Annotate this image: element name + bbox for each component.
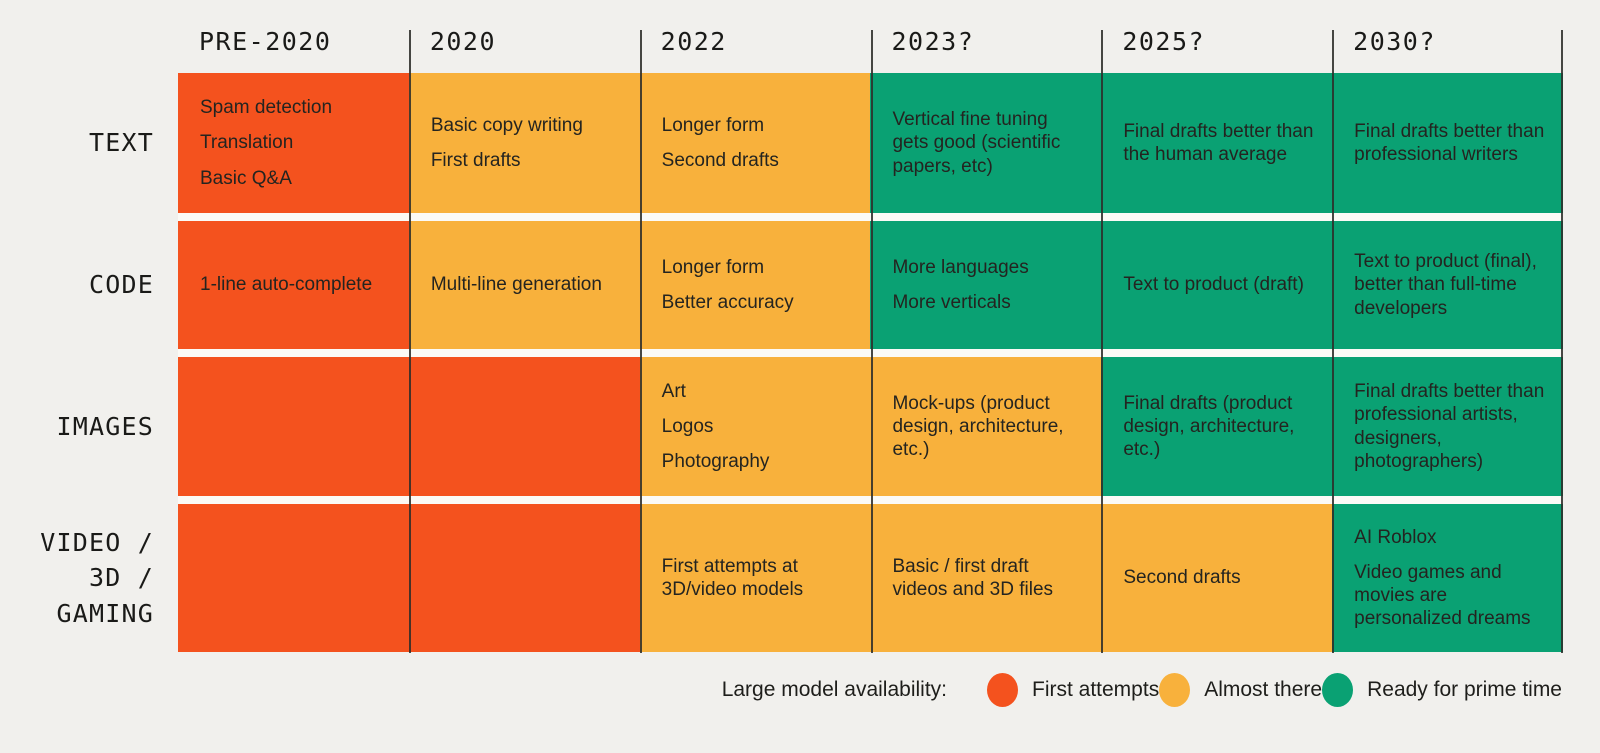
- cell-text-2030: Final drafts better than professional wr…: [1332, 73, 1563, 213]
- cell-item: First drafts: [430, 150, 521, 171]
- cell-video-2020: [408, 504, 640, 652]
- cell-item: Final drafts better than professional wr…: [1354, 120, 1545, 165]
- cell-item: Basic / first draft videos and 3D files: [892, 555, 1054, 600]
- cell-text-2022: Longer form Second drafts: [639, 73, 871, 213]
- table-row-images: Art Logos Photography Mock-ups (product …: [178, 357, 1563, 496]
- table-row-code: 1-line auto-complete Multi-line generati…: [178, 221, 1563, 349]
- cell-code-2023: More languages More verticals: [870, 221, 1102, 349]
- cell-images-pre2020: [178, 357, 409, 496]
- column-header-2022: 2022: [660, 27, 727, 56]
- cell-images-2022: Art Logos Photography: [639, 357, 871, 496]
- cell-item: AI Roblox: [1354, 526, 1437, 548]
- cell-code-2025: Text to product (draft): [1101, 221, 1333, 349]
- cell-item: Second drafts: [1123, 567, 1241, 589]
- cell-item: Final drafts better than professional ar…: [1354, 381, 1545, 472]
- cell-item: Final drafts (product design, architectu…: [1123, 392, 1295, 461]
- legend-item-label: Ready for prime time: [1367, 678, 1562, 701]
- cell-images-2020: [408, 357, 640, 496]
- cell-item: Mock-ups (product design, architecture, …: [892, 392, 1064, 461]
- cell-text-2020: Basic copy writing First drafts: [408, 73, 640, 213]
- cell-text-2023: Vertical fine tuning gets good (scientif…: [870, 73, 1102, 213]
- column-divider: [1332, 30, 1334, 653]
- legend-title: Large model availability:: [721, 678, 947, 701]
- cell-images-2030: Final drafts better than professional ar…: [1332, 357, 1563, 496]
- cell-code-2022: Longer form Better accuracy: [639, 221, 871, 349]
- row-label-video-3d-gaming: VIDEO / 3D / GAMING: [0, 504, 178, 652]
- cell-images-2025: Final drafts (product design, architectu…: [1101, 357, 1333, 496]
- row-labels: TEXT CODE IMAGES VIDEO / 3D / GAMING: [0, 73, 178, 652]
- legend-dot-first-attempts-icon: [987, 673, 1018, 707]
- legend-item-label: First attempts: [1032, 678, 1160, 701]
- table-row-video-3d-gaming: First attempts at 3D/video models Basic …: [178, 504, 1563, 652]
- cell-item: First attempts at 3D/video models: [661, 555, 804, 600]
- cell-code-2020: Multi-line generation: [408, 221, 640, 349]
- column-divider: [409, 30, 411, 653]
- cell-video-2022: First attempts at 3D/video models: [639, 504, 871, 652]
- row-label-code: CODE: [0, 221, 178, 349]
- column-divider: [1101, 30, 1103, 653]
- legend-dot-ready-icon: [1322, 673, 1354, 707]
- cell-item: 1-line auto-complete: [200, 274, 373, 296]
- cell-item: Longer form: [661, 114, 765, 136]
- column-divider: [1561, 30, 1563, 653]
- cell-item: Final drafts better than the human avera…: [1123, 120, 1314, 165]
- cell-item: Photography: [661, 451, 770, 473]
- cell-video-pre2020: [178, 504, 409, 652]
- cell-text-2025: Final drafts better than the human avera…: [1101, 73, 1333, 213]
- row-label-line: CODE: [88, 270, 154, 300]
- column-header-2020: 2020: [429, 27, 497, 56]
- cell-code-pre2020: 1-line auto-complete: [178, 221, 409, 349]
- cell-item: Spam detection: [200, 97, 333, 119]
- row-label-line: GAMING: [56, 598, 154, 628]
- legend-item-ready: Ready for prime time: [1322, 673, 1562, 707]
- cell-code-2030: Text to product (final), better than ful…: [1332, 221, 1563, 349]
- cell-item: Longer form: [661, 256, 765, 278]
- cell-item: Text to product (draft): [1123, 274, 1304, 296]
- cell-video-2030: AI Roblox Video games and movies are per…: [1332, 504, 1563, 652]
- legend-dot-almost-there-icon: [1159, 673, 1191, 707]
- row-label-text: TEXT: [0, 73, 178, 213]
- cell-item: Video games and movies are personalized …: [1354, 561, 1531, 630]
- column-header-pre2020: PRE-2020: [199, 27, 332, 56]
- cell-item: More languages: [892, 256, 1029, 278]
- cell-item: Better accuracy: [661, 292, 794, 313]
- cell-item: Vertical fine tuning gets good (scientif…: [892, 109, 1061, 177]
- row-label-images: IMAGES: [0, 357, 178, 496]
- cell-item: More verticals: [892, 292, 1011, 313]
- column-header-2023: 2023?: [891, 27, 975, 56]
- legend: Large model availability: First attempts…: [722, 667, 1562, 713]
- row-label-line: IMAGES: [56, 411, 154, 441]
- column-divider: [640, 30, 642, 653]
- cell-item: Basic Q&A: [200, 167, 292, 189]
- column-divider: [871, 30, 873, 653]
- legend-item-label: Almost there: [1204, 678, 1323, 701]
- cell-item: Multi-line generation: [430, 274, 602, 296]
- cell-item: Basic copy writing: [430, 114, 583, 136]
- cell-images-2023: Mock-ups (product design, architecture, …: [870, 357, 1102, 496]
- cell-item: Logos: [661, 415, 714, 437]
- legend-item-first-attempts: First attempts: [987, 673, 1159, 707]
- row-label-line: VIDEO /: [40, 527, 154, 557]
- table-row-text: Spam detection Translation Basic Q&A Bas…: [178, 73, 1563, 213]
- column-header-2030: 2030?: [1353, 27, 1436, 56]
- column-headers: PRE-2020 2020 2022 2023? 2025? 2030?: [178, 0, 1563, 73]
- cell-text-pre2020: Spam detection Translation Basic Q&A: [178, 73, 409, 213]
- cell-item: Second drafts: [661, 150, 779, 171]
- column-header-2025: 2025?: [1122, 27, 1206, 56]
- cell-video-2025: Second drafts: [1101, 504, 1333, 652]
- legend-item-almost-there: Almost there: [1159, 673, 1322, 707]
- cell-item: Translation: [200, 132, 294, 154]
- cell-video-2023: Basic / first draft videos and 3D files: [870, 504, 1102, 652]
- row-label-line: 3D /: [88, 563, 154, 593]
- cell-item: Text to product (final), better than ful…: [1354, 251, 1537, 319]
- cell-item: Art: [661, 380, 686, 402]
- row-label-line: TEXT: [88, 128, 154, 158]
